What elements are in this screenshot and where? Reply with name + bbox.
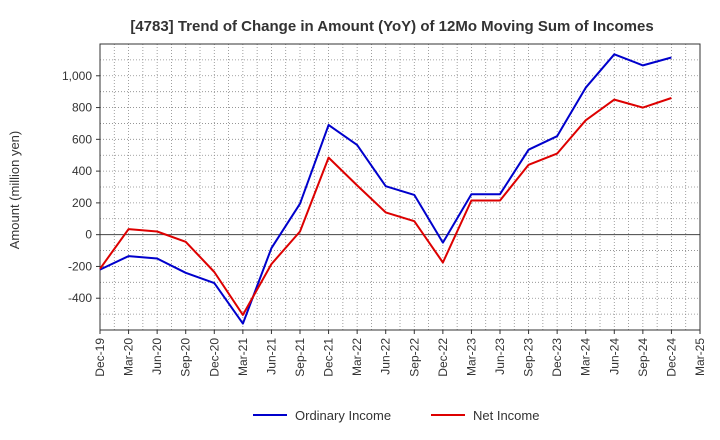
y-tick-label: 1,000 [62,69,92,83]
grid [99,44,701,330]
x-tick-label: Sep-23 [522,338,536,377]
axes [99,43,701,331]
y-tick-label: 200 [72,196,92,210]
x-tick-label: Dec-22 [436,338,450,377]
y-tick-label: 0 [85,228,92,242]
legend-label: Net Income [473,408,539,423]
x-tick-label: Mar-23 [464,338,478,376]
x-tick-label: Mar-22 [350,338,364,376]
x-tick-label: Dec-23 [550,338,564,377]
x-tick-label: Jun-20 [150,338,164,375]
x-tick-label: Jun-23 [493,338,507,375]
x-tick-labels: Dec-19 Mar-20 Jun-20 Sep-20 Dec-20 Mar-21 Jun-… [93,330,707,377]
x-tick-label: Dec-24 [664,338,678,377]
x-tick-label: Mar-21 [236,338,250,376]
x-tick-label: Dec-20 [207,338,221,377]
chart-title: [4783] Trend of Change in Amount (YoY) o… [130,18,653,35]
x-tick-label: Sep-22 [407,338,421,377]
legend-label: Ordinary Income [295,408,391,423]
legend: Ordinary Income Net Income [253,408,539,423]
y-axis-label: Amount (million yen) [7,131,22,250]
x-tick-label: Sep-24 [636,338,650,377]
y-tick-label: 600 [72,132,92,146]
x-tick-label: Mar-25 [693,338,707,376]
y-tick-labels: -400 -200 0 200 400 600 800 1,000 [62,69,100,305]
y-tick-label: 400 [72,164,92,178]
x-tick-label: Jun-24 [607,338,621,375]
x-tick-label: Dec-19 [93,338,107,377]
series-lines [99,53,672,325]
x-tick-label: Mar-24 [579,338,593,376]
plot-frame [99,43,701,331]
x-tick-label: Sep-20 [179,338,193,377]
x-tick-label: Jun-21 [264,338,278,375]
x-tick-label: Mar-20 [122,338,136,376]
series-line-net-income [99,97,672,316]
y-tick-label: 800 [72,101,92,115]
x-tick-label: Jun-22 [379,338,393,375]
series-line-ordinary-income [99,53,672,325]
y-tick-label: -400 [68,291,92,305]
x-tick-label: Dec-21 [322,338,336,377]
y-tick-label: -200 [68,259,92,273]
x-tick-label: Sep-21 [293,338,307,377]
